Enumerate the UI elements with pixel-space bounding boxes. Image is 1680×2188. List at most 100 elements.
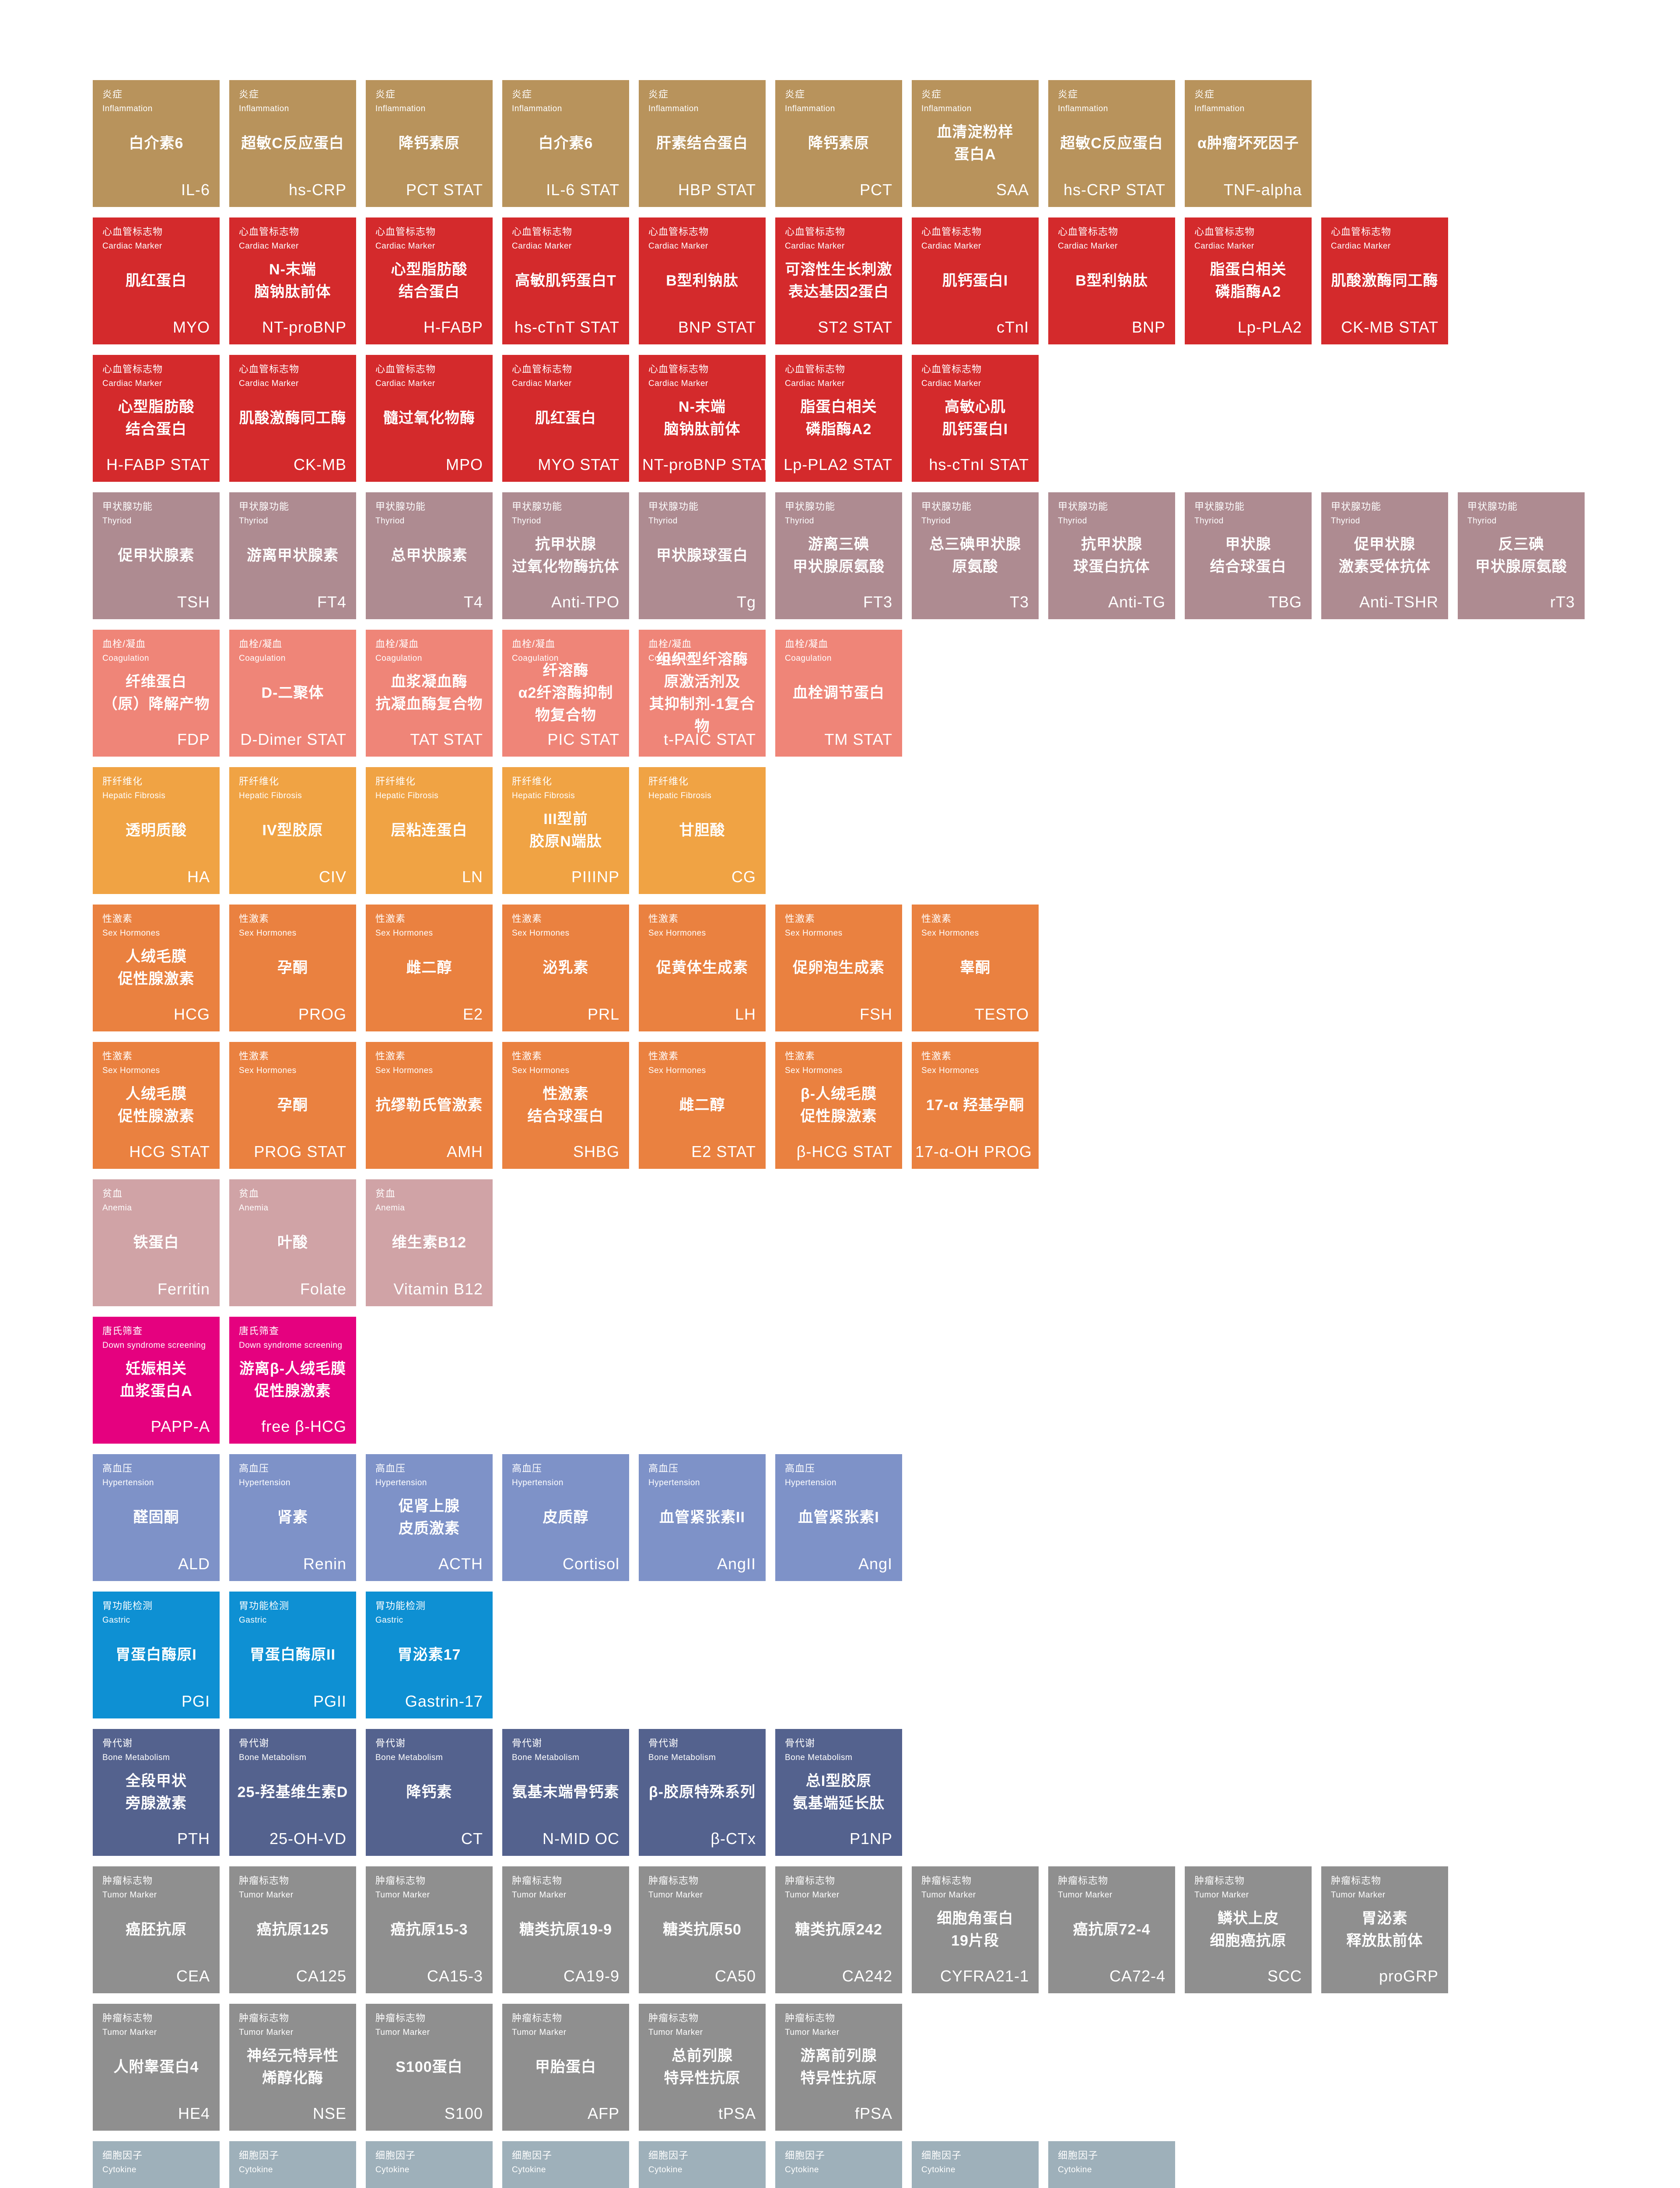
tile-category-label: 骨代谢 Bone Metabolism — [239, 1738, 350, 1763]
category-row: 性激素 Sex Hormones 人绒毛膜 促性腺激素 HCG STAT 性激素 Sex … — [93, 1042, 1585, 1169]
category-name-zh: 唐氏筛查 — [239, 1325, 280, 1336]
assay-name-zh: 促肾上腺 皮质激素 — [399, 1498, 460, 1537]
assay-name-zh: 氨基末端骨钙素 — [512, 1784, 620, 1801]
tile-category-label: 血栓/凝血 Coagulation — [375, 638, 486, 663]
category-name-en: Inflammation — [785, 104, 835, 114]
assay-name-zh: 血浆凝血酶 抗凝血酶复合物 — [375, 673, 483, 712]
assay-name-zh: 超敏C反应蛋白 — [241, 135, 344, 152]
tile-civ: 肝纤维化 Hepatic Fibrosis IV型胶原 CIV — [229, 767, 356, 894]
assay-code-en: 17-α-OH PROG — [915, 1143, 1032, 1161]
assay-code-en: BNP STAT — [678, 318, 756, 336]
assay-code-en: CT — [461, 1830, 483, 1848]
assay-code-en: Gastrin-17 — [405, 1692, 483, 1710]
tile-ctx: 骨代谢 Bone Metabolism β-胶原特殊系列 β-CTx — [639, 1729, 766, 1856]
category-name-en: Inflammation — [375, 104, 426, 114]
assay-name-zh: B型利钠肽 — [666, 272, 738, 289]
tile-category-label: 甲状腺功能 Thyriod — [648, 501, 760, 526]
category-name-en: Tumor Marker — [785, 1890, 840, 1900]
tile-category-label: 甲状腺功能 Thyriod — [375, 501, 486, 526]
tile-category-label: 心血管标志物 Cardiac Marker — [1331, 226, 1442, 251]
tile-pgii: 胃功能检测 Gastric 胃蛋白酶原II PGII — [229, 1592, 356, 1718]
tile-cortisol: 高血压 Hypertension 皮质醇 Cortisol — [502, 1454, 629, 1581]
assay-code-en: TSH — [177, 593, 210, 611]
category-name-zh: 血栓/凝血 — [375, 638, 419, 649]
category-name-en: Cardiac Marker — [375, 379, 435, 389]
category-row: 血栓/凝血 Coagulation 纤维蛋白 （原）降解产物 FDP 血栓/凝血 Coag… — [93, 630, 1585, 757]
assay-code-en: NT-proBNP STAT — [642, 456, 766, 473]
assay-code-en: PGI — [181, 1692, 210, 1710]
category-name-zh: 性激素 — [785, 913, 816, 924]
category-name-en: Anemia — [239, 1203, 269, 1213]
category-name-zh: 甲状腺功能 — [375, 501, 426, 512]
tile-hs-crp-stat: 炎症 Inflammation 超敏C反应蛋白 hs-CRP STAT — [1048, 80, 1175, 207]
category-row: 肿瘤标志物 Tumor Marker 人附睾蛋白4 HE4 肿瘤标志物 Tumor Mar… — [93, 2004, 1585, 2131]
assay-name-zh: 促甲状腺素 — [118, 547, 195, 564]
tile-ck-mb-stat: 心血管标志物 Cardiac Marker 肌酸激酶同工酶 CK-MB STAT — [1321, 217, 1448, 344]
tile-fsh: 性激素 Sex Hormones 促卵泡生成素 FSH — [775, 905, 902, 1031]
tile-category-label: 肿瘤标志物 Tumor Marker — [648, 2013, 760, 2037]
category-name-en: Sex Hormones — [512, 1066, 570, 1076]
category-name-zh: 胃功能检测 — [375, 1600, 426, 1611]
tile-category-label: 肝纤维化 Hepatic Fibrosis — [102, 776, 214, 801]
assay-name-zh: 维生素B12 — [392, 1234, 467, 1251]
assay-code-en: HA — [187, 868, 210, 886]
category-name-en: Cardiac Marker — [1058, 242, 1118, 251]
assay-code-en: TNF-alpha — [1223, 181, 1302, 199]
assay-name-zh: β-人绒毛膜 促性腺激素 — [800, 1086, 877, 1125]
assay-code-en: Lp-PLA2 — [1237, 318, 1302, 336]
category-name-en: Cardiac Marker — [921, 242, 981, 251]
assay-name-zh: 甘胆酸 — [679, 822, 725, 839]
assay-code-en: CG — [732, 868, 756, 886]
tile-category-label: 心血管标志物 Cardiac Marker — [375, 226, 486, 251]
tile-h-fabp: 心血管标志物 Cardiac Marker 心型脂肪酸 结合蛋白 H-FABP — [366, 217, 493, 344]
category-name-en: Sex Hormones — [921, 1066, 979, 1076]
tile-category-label: 心血管标志物 Cardiac Marker — [921, 226, 1032, 251]
category-name-en: Tumor Marker — [1331, 1890, 1386, 1900]
category-name-zh: 甲状腺功能 — [1331, 501, 1382, 512]
assay-name-zh: 神经元特异性 烯醇化酶 — [247, 2048, 339, 2086]
assay-name-zh: 糖类抗原19-9 — [519, 1921, 612, 1938]
category-name-en: Tumor Marker — [648, 2028, 703, 2037]
category-name-en: Thyriod — [921, 516, 951, 526]
tile-category-label: 肝纤维化 Hepatic Fibrosis — [375, 776, 486, 801]
tile-category-label: 肿瘤标志物 Tumor Marker — [102, 2013, 214, 2037]
tile-renin: 高血压 Hypertension 肾素 Renin — [229, 1454, 356, 1581]
category-name-zh: 骨代谢 — [512, 1738, 542, 1749]
category-name-en: Sex Hormones — [102, 1066, 160, 1076]
category-name-zh: 血栓/凝血 — [512, 638, 556, 649]
assay-name-zh: 癌胚抗原 — [126, 1921, 187, 1938]
category-name-en: Cardiac Marker — [102, 379, 162, 389]
category-name-en: Cardiac Marker — [239, 242, 299, 251]
category-name-zh: 心血管标志物 — [648, 226, 709, 237]
tile-ferritin: 贫血 Anemia 铁蛋白 Ferritin — [93, 1179, 220, 1306]
tile-t4: 甲状腺功能 Thyriod 总甲状腺素 T4 — [366, 492, 493, 619]
category-name-zh: 甲状腺功能 — [1194, 501, 1245, 512]
tile-hs-ctnt-stat: 心血管标志物 Cardiac Marker 高敏肌钙蛋白T hs-cTnT STAT — [502, 217, 629, 344]
category-name-en: Cardiac Marker — [512, 242, 572, 251]
assay-code-en: D-Dimer STAT — [240, 730, 346, 748]
category-name-en: Anemia — [102, 1203, 132, 1213]
tile-free-hcg: 唐氏筛查 Down syndrome screening 游离β-人绒毛膜 促性腺激… — [229, 1317, 356, 1444]
category-name-zh: 细胞因子 — [375, 2150, 416, 2161]
tile-pth: 骨代谢 Bone Metabolism 全段甲状 旁腺激素 PTH — [93, 1729, 220, 1856]
category-name-en: Sex Hormones — [512, 929, 570, 938]
assay-code-en: SCC — [1267, 1967, 1302, 1985]
assay-code-en: H-FABP — [423, 318, 483, 336]
tile-il-1-beta: 细胞因子Cytokine白介素-1βIL-1 Beta — [229, 2141, 356, 2188]
category-name-en: Sex Hormones — [239, 1066, 297, 1076]
tile-il-2: 细胞因子Cytokine白介素2IL-2 — [366, 2141, 493, 2188]
category-name-zh: 肿瘤标志物 — [648, 2013, 699, 2023]
category-name-en: Tumor Marker — [239, 1890, 294, 1900]
category-name-en: Tumor Marker — [375, 2028, 430, 2037]
tile-tm-stat: 血栓/凝血 Coagulation 血栓调节蛋白 TM STAT — [775, 630, 902, 757]
assay-name-zh: 抗缪勒氏管激素 — [375, 1097, 483, 1114]
tile-category-label: 细胞因子 Cytokine — [239, 2150, 350, 2175]
category-name-zh: 高血压 — [648, 1463, 679, 1474]
tile-category-label: 细胞因子 Cytokine — [648, 2150, 760, 2175]
assay-code-en: PRL — [587, 1005, 620, 1023]
tile-category-label: 炎症 Inflammation — [785, 89, 896, 114]
category-name-en: Tumor Marker — [785, 2028, 840, 2037]
assay-name-zh: 性激素 结合球蛋白 — [527, 1086, 604, 1125]
category-name-zh: 血栓/凝血 — [648, 638, 692, 649]
tile-il-8: 细胞因子Cytokine白介素8IL-8 — [912, 2141, 1039, 2188]
